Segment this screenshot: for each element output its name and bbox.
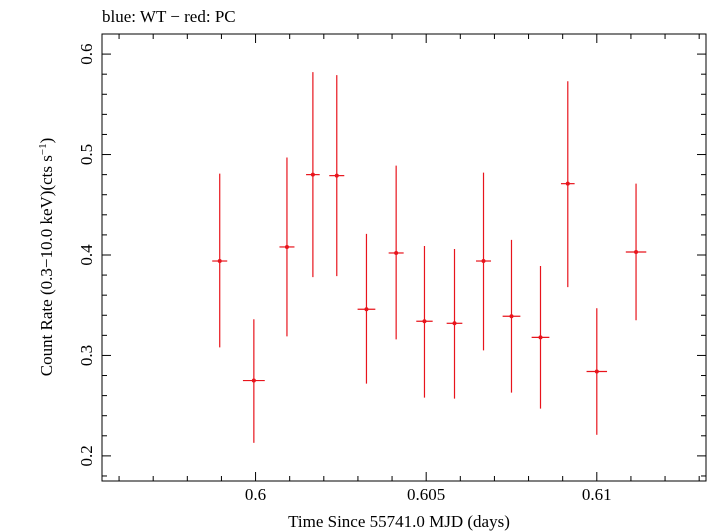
data-point-marker — [284, 244, 289, 249]
plot-frame — [101, 33, 707, 482]
data-point — [625, 183, 647, 321]
data-point-marker — [364, 307, 369, 312]
y-axis-label-close: ) — [37, 138, 56, 144]
data-point-marker — [310, 172, 315, 177]
data-point — [560, 81, 575, 288]
data-point-marker — [481, 259, 486, 264]
chart-title: blue: WT − red: PC — [102, 7, 236, 26]
data-point-marker — [251, 378, 256, 383]
data-point-marker — [452, 321, 457, 326]
y-axis-label-main: Count Rate (0.3−10.0 keV)(cts s — [37, 155, 56, 376]
y-axis-label: Count Rate (0.3−10.0 keV)(cts s−1) — [37, 138, 56, 377]
y-tick-label: 0.5 — [77, 144, 96, 165]
axis-ticks: 0.6 0.605 0.61 0.2 0.3 0.4 0.5 0.6 — [77, 33, 706, 504]
data-point-marker — [334, 173, 339, 178]
y-tick-label: 0.2 — [77, 445, 96, 466]
x-axis-label: Time Since 55741.0 MJD (days) — [288, 512, 510, 531]
data-point-marker — [217, 259, 222, 264]
y-tick-label: 0.6 — [77, 43, 96, 64]
data-point-marker — [509, 314, 514, 319]
data-point-marker — [394, 250, 399, 255]
data-point-marker — [538, 335, 543, 340]
data-points — [212, 72, 647, 443]
data-point — [279, 157, 295, 337]
data-point — [329, 75, 345, 277]
x-tick-label: 0.61 — [582, 485, 612, 504]
data-point — [212, 173, 228, 348]
data-point — [586, 308, 608, 435]
y-tick-label: 0.4 — [77, 244, 96, 266]
y-tick-label: 0.3 — [77, 345, 96, 366]
data-point-marker — [422, 319, 427, 324]
data-point — [416, 245, 433, 398]
data-point — [357, 233, 376, 384]
data-point-marker — [594, 369, 599, 374]
x-tick-label: 0.6 — [245, 485, 266, 504]
data-point — [242, 319, 265, 443]
x-tick-label: 0.605 — [407, 485, 445, 504]
data-point — [306, 72, 320, 278]
data-point — [502, 239, 521, 393]
data-point-marker — [634, 249, 639, 254]
data-point — [531, 266, 550, 409]
data-point — [446, 248, 463, 399]
data-point — [388, 165, 404, 340]
y-axis-label-superscript: −1 — [37, 143, 49, 155]
data-point — [476, 172, 492, 351]
data-point-marker — [565, 181, 570, 186]
